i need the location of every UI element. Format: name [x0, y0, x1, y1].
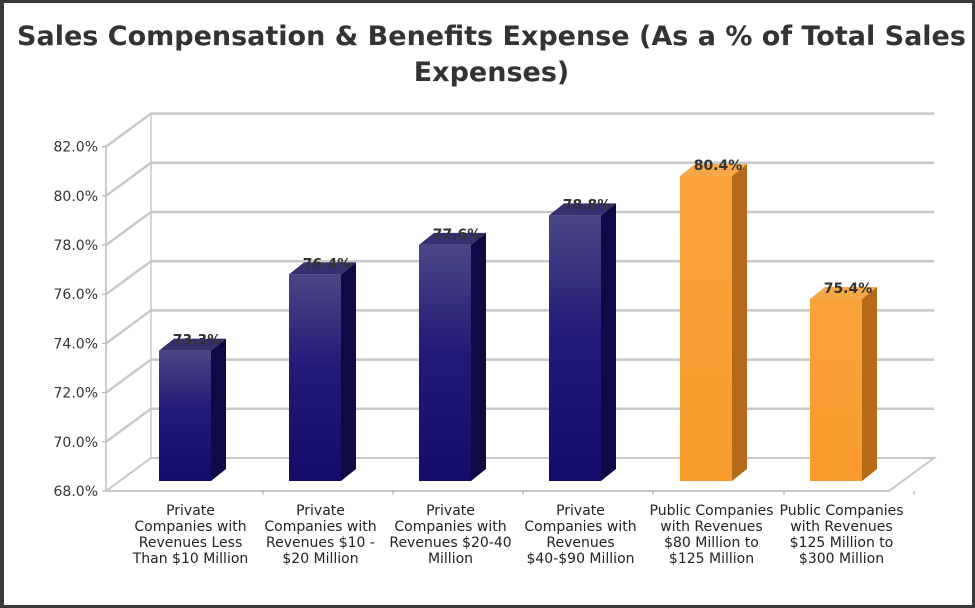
bar-front — [419, 244, 471, 481]
bar: 78.8% — [549, 197, 616, 481]
bar: 77.6% — [419, 227, 486, 481]
x-category-label: Public Companies with Revenues $80 Milli… — [649, 503, 774, 567]
bar-top — [289, 262, 356, 275]
y-tick-label: 70.0% — [54, 435, 98, 451]
y-tick-label: 72.0% — [54, 386, 98, 402]
data-label: 75.4% — [824, 281, 873, 297]
bar-front — [810, 298, 862, 481]
data-label: 76.4% — [303, 256, 352, 272]
bar-front — [289, 274, 341, 481]
gridline — [105, 407, 934, 443]
x-category-label: Private Companies with Revenues $20-40 M… — [389, 503, 512, 567]
floor — [105, 457, 938, 492]
y-tick-label: 68.0% — [54, 484, 98, 500]
bar-side — [862, 286, 877, 481]
chart-title: Sales Compensation & Benefits Expense (A… — [17, 21, 966, 88]
bar: 73.3% — [159, 333, 226, 481]
bar: 80.4% — [680, 158, 747, 481]
gridline — [105, 161, 934, 197]
gridline — [105, 112, 934, 148]
bar: 76.4% — [289, 256, 356, 481]
x-category-label: Private Companies with Revenues $10 - $2… — [264, 503, 377, 567]
y-tick-label: 82.0% — [54, 140, 98, 156]
y-tick-label: 78.0% — [54, 238, 98, 254]
bar-front — [549, 215, 601, 481]
data-label: 77.6% — [433, 227, 482, 243]
y-tick-label: 74.0% — [54, 336, 98, 352]
bar-side — [471, 232, 486, 481]
bar-front — [159, 350, 211, 481]
data-label: 80.4% — [694, 158, 743, 174]
x-category-label: Public Companies with Revenues $125 Mill… — [779, 503, 904, 567]
y-tick-label: 80.0% — [54, 189, 98, 205]
gridline — [105, 358, 934, 394]
y-tick-label: 76.0% — [54, 287, 98, 303]
bar: 75.4% — [810, 281, 877, 481]
gridline — [105, 309, 934, 345]
gridline — [105, 259, 934, 296]
data-label: 78.8% — [563, 197, 612, 213]
bar-top — [159, 338, 226, 351]
bar-top — [680, 163, 747, 176]
bar-top — [810, 286, 877, 299]
x-category-label: Private Companies with Revenues Less Tha… — [132, 503, 249, 567]
x-category-label: Private Companies with Revenues $40-$90 … — [524, 503, 637, 567]
bar-side — [341, 262, 356, 481]
data-label: 73.3% — [173, 333, 222, 349]
bar-top — [419, 232, 486, 245]
bar-front — [680, 175, 732, 481]
bar-side — [211, 338, 226, 481]
bar-chart: 68.0% 70.0% 72.0% 74.0% 76.0% 78.0% 80.0% 82.0%… — [54, 112, 938, 500]
bar-side — [732, 163, 747, 481]
bar-side — [601, 203, 616, 481]
gridline — [105, 210, 934, 247]
bar-top — [549, 203, 616, 216]
